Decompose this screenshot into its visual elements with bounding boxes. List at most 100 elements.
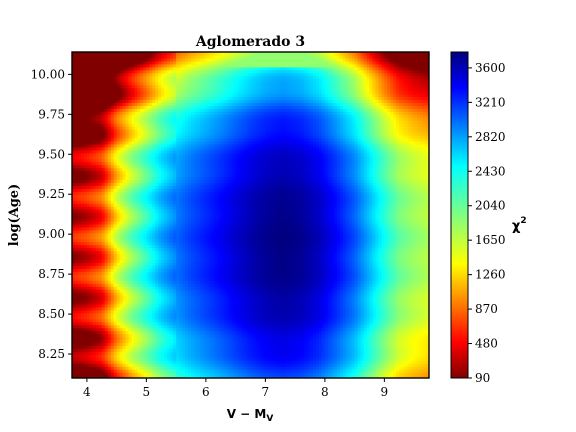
heatmap-cell bbox=[95, 312, 100, 317]
heatmap-cell bbox=[92, 232, 97, 237]
heatmap-cell bbox=[74, 271, 79, 275]
heatmap-cell bbox=[170, 232, 174, 237]
heatmap-cell bbox=[137, 300, 142, 305]
heatmap-cell bbox=[101, 250, 106, 255]
heatmap-cell bbox=[191, 87, 195, 92]
heatmap-cell bbox=[113, 123, 118, 127]
heatmap-cell bbox=[179, 321, 183, 326]
heatmap-cell bbox=[152, 324, 156, 329]
heatmap-cell bbox=[110, 123, 115, 127]
heatmap-cell bbox=[182, 57, 186, 62]
heatmap-cell bbox=[119, 137, 124, 142]
heatmap-cell bbox=[122, 134, 127, 139]
heatmap-cell bbox=[119, 336, 124, 341]
heatmap-cell bbox=[113, 300, 118, 305]
heatmap-cell bbox=[104, 206, 109, 210]
heatmap-cell bbox=[182, 244, 186, 249]
heatmap-cell bbox=[128, 262, 133, 266]
heatmap-cell bbox=[193, 60, 198, 65]
heatmap-cell bbox=[167, 215, 171, 219]
heatmap-cell bbox=[98, 223, 103, 228]
heatmap-cell bbox=[122, 360, 127, 364]
heatmap-cell bbox=[155, 105, 159, 109]
heatmap-cell bbox=[80, 129, 85, 133]
heatmap-cell bbox=[86, 161, 91, 166]
heatmap-cell bbox=[134, 300, 139, 305]
heatmap-cell bbox=[89, 137, 94, 142]
heatmap-cell bbox=[125, 132, 130, 136]
heatmap-cell bbox=[161, 289, 165, 293]
heatmap-cell bbox=[125, 303, 130, 308]
heatmap-cell bbox=[122, 203, 127, 207]
heatmap-cell bbox=[98, 149, 103, 154]
heatmap-cell bbox=[131, 238, 136, 243]
heatmap-cell bbox=[83, 274, 88, 278]
heatmap-cell bbox=[155, 286, 159, 290]
heatmap-cell bbox=[113, 105, 118, 109]
heatmap-cell bbox=[101, 354, 106, 358]
heatmap-cell bbox=[116, 194, 121, 198]
heatmap-cell bbox=[110, 134, 115, 139]
heatmap-cell bbox=[72, 342, 76, 346]
heatmap-cell bbox=[193, 229, 198, 234]
heatmap-cell bbox=[72, 262, 76, 266]
heatmap-cell bbox=[191, 69, 195, 74]
heatmap-cell bbox=[119, 155, 124, 160]
heatmap-cell bbox=[170, 321, 174, 326]
heatmap-cell bbox=[80, 360, 85, 364]
heatmap-cell bbox=[167, 164, 171, 169]
heatmap-cell bbox=[176, 241, 180, 246]
heatmap-cell bbox=[164, 191, 168, 195]
heatmap-cell bbox=[173, 253, 177, 258]
heatmap-cell bbox=[119, 84, 124, 89]
heatmap-cell bbox=[143, 134, 147, 139]
heatmap-cell bbox=[176, 292, 180, 296]
heatmap-cell bbox=[89, 268, 94, 272]
heatmap-cell bbox=[134, 262, 139, 266]
heatmap-cell bbox=[92, 295, 97, 299]
heatmap-cell bbox=[185, 232, 189, 237]
heatmap-cell bbox=[77, 90, 82, 95]
heatmap-cell bbox=[170, 197, 174, 201]
heatmap-cell bbox=[128, 226, 133, 231]
heatmap-cell bbox=[140, 229, 145, 234]
heatmap-cell bbox=[191, 354, 195, 358]
heatmap-cell bbox=[104, 342, 109, 346]
heatmap-cell bbox=[167, 176, 171, 181]
heatmap-cell bbox=[196, 300, 201, 305]
heatmap-cell bbox=[101, 235, 106, 240]
heatmap-cell bbox=[134, 155, 139, 160]
heatmap-cell bbox=[119, 277, 124, 281]
heatmap-cell bbox=[199, 324, 204, 329]
heatmap-cell bbox=[80, 300, 85, 305]
heatmap-cell bbox=[137, 99, 142, 103]
heatmap-cell bbox=[101, 339, 106, 344]
heatmap-cell bbox=[110, 324, 115, 329]
heatmap-cell bbox=[193, 336, 198, 341]
heatmap-cell bbox=[131, 217, 136, 222]
heatmap-cell bbox=[161, 363, 165, 367]
heatmap-cell bbox=[77, 132, 82, 136]
heatmap-cell bbox=[77, 223, 82, 228]
heatmap-cell bbox=[116, 209, 121, 213]
heatmap-cell bbox=[131, 271, 136, 275]
heatmap-cell bbox=[77, 271, 82, 275]
heatmap-cell bbox=[125, 342, 130, 346]
heatmap-cell bbox=[137, 289, 142, 293]
heatmap-cell bbox=[137, 132, 142, 136]
heatmap-cell bbox=[137, 161, 142, 166]
heatmap-cell bbox=[185, 146, 189, 151]
heatmap-cell bbox=[86, 149, 91, 154]
heatmap-cell bbox=[89, 232, 94, 237]
heatmap-cell bbox=[89, 209, 94, 213]
heatmap-cell bbox=[113, 283, 118, 287]
heatmap-cell bbox=[146, 250, 150, 255]
heatmap-cell bbox=[143, 212, 147, 216]
heatmap-cell bbox=[146, 90, 150, 95]
heatmap-cell bbox=[98, 336, 103, 341]
heatmap-cell bbox=[128, 140, 133, 145]
heatmap-cell bbox=[143, 369, 147, 373]
heatmap-cell bbox=[92, 72, 97, 77]
heatmap-cell bbox=[179, 161, 183, 166]
heatmap-cell bbox=[119, 182, 124, 186]
